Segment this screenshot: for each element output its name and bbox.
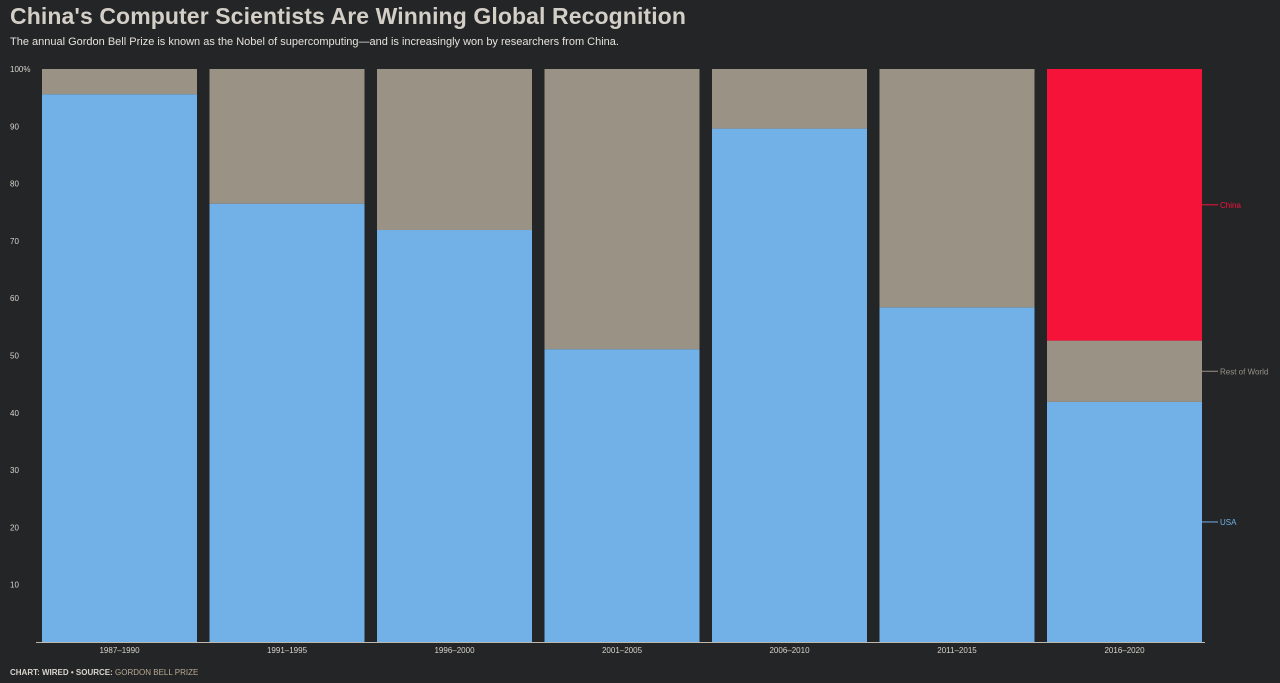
chart-credit: CHART: WIRED • SOURCE: bbox=[10, 668, 116, 677]
bar-segment-usa bbox=[712, 128, 867, 643]
x-tick-label: 2001–2005 bbox=[602, 646, 643, 655]
x-tick-label: 1996–2000 bbox=[434, 646, 475, 655]
bar-segment-china bbox=[1047, 69, 1202, 341]
y-tick-label: 100% bbox=[10, 65, 30, 74]
bar-segment-rest-of-world bbox=[712, 69, 867, 129]
y-tick-label: 90 bbox=[10, 122, 19, 131]
y-tick-label: 40 bbox=[10, 409, 19, 418]
y-tick-label: 70 bbox=[10, 237, 19, 246]
legend-label-rest-of-world: Rest of World bbox=[1220, 367, 1268, 376]
bar-segment-usa bbox=[209, 203, 365, 642]
bar-segment-usa bbox=[1047, 401, 1202, 642]
bar-segment-rest-of-world bbox=[377, 69, 532, 231]
y-tick-label: 20 bbox=[10, 523, 19, 532]
bar-segment-usa bbox=[879, 307, 1035, 642]
bar-segment-rest-of-world bbox=[1047, 340, 1202, 402]
legend-label-china: China bbox=[1220, 201, 1241, 210]
chart-title: China's Computer Scientists Are Winning … bbox=[10, 3, 686, 29]
chart-subtitle: The annual Gordon Bell Prize is known as… bbox=[10, 36, 619, 48]
x-tick-label: 2016–2020 bbox=[1104, 646, 1145, 655]
x-tick-label: 2011–2015 bbox=[937, 646, 977, 655]
y-tick-label: 10 bbox=[10, 581, 19, 590]
y-tick-label: 50 bbox=[10, 352, 19, 361]
bar-segment-rest-of-world bbox=[879, 69, 1035, 308]
bar-segment-rest-of-world bbox=[544, 69, 700, 350]
bar-segment-rest-of-world bbox=[42, 69, 197, 95]
x-tick-label: 1987–1990 bbox=[99, 646, 140, 655]
bar-segment-rest-of-world bbox=[209, 69, 365, 204]
bar-segment-usa bbox=[377, 230, 532, 642]
x-tick-label: 1991–1995 bbox=[267, 646, 308, 655]
bar-segment-usa bbox=[42, 94, 197, 643]
chart-source: GORDON BELL PRIZE bbox=[115, 668, 199, 677]
bar-segment-usa bbox=[544, 349, 700, 642]
legend-label-usa: USA bbox=[1220, 518, 1237, 527]
chart-footer: CHART: WIRED • SOURCE: GORDON BELL PRIZE bbox=[10, 668, 198, 677]
y-tick-label: 30 bbox=[10, 466, 19, 475]
y-tick-label: 60 bbox=[10, 294, 19, 303]
x-tick-label: 2006–2010 bbox=[769, 646, 810, 655]
y-tick-label: 80 bbox=[10, 180, 19, 189]
